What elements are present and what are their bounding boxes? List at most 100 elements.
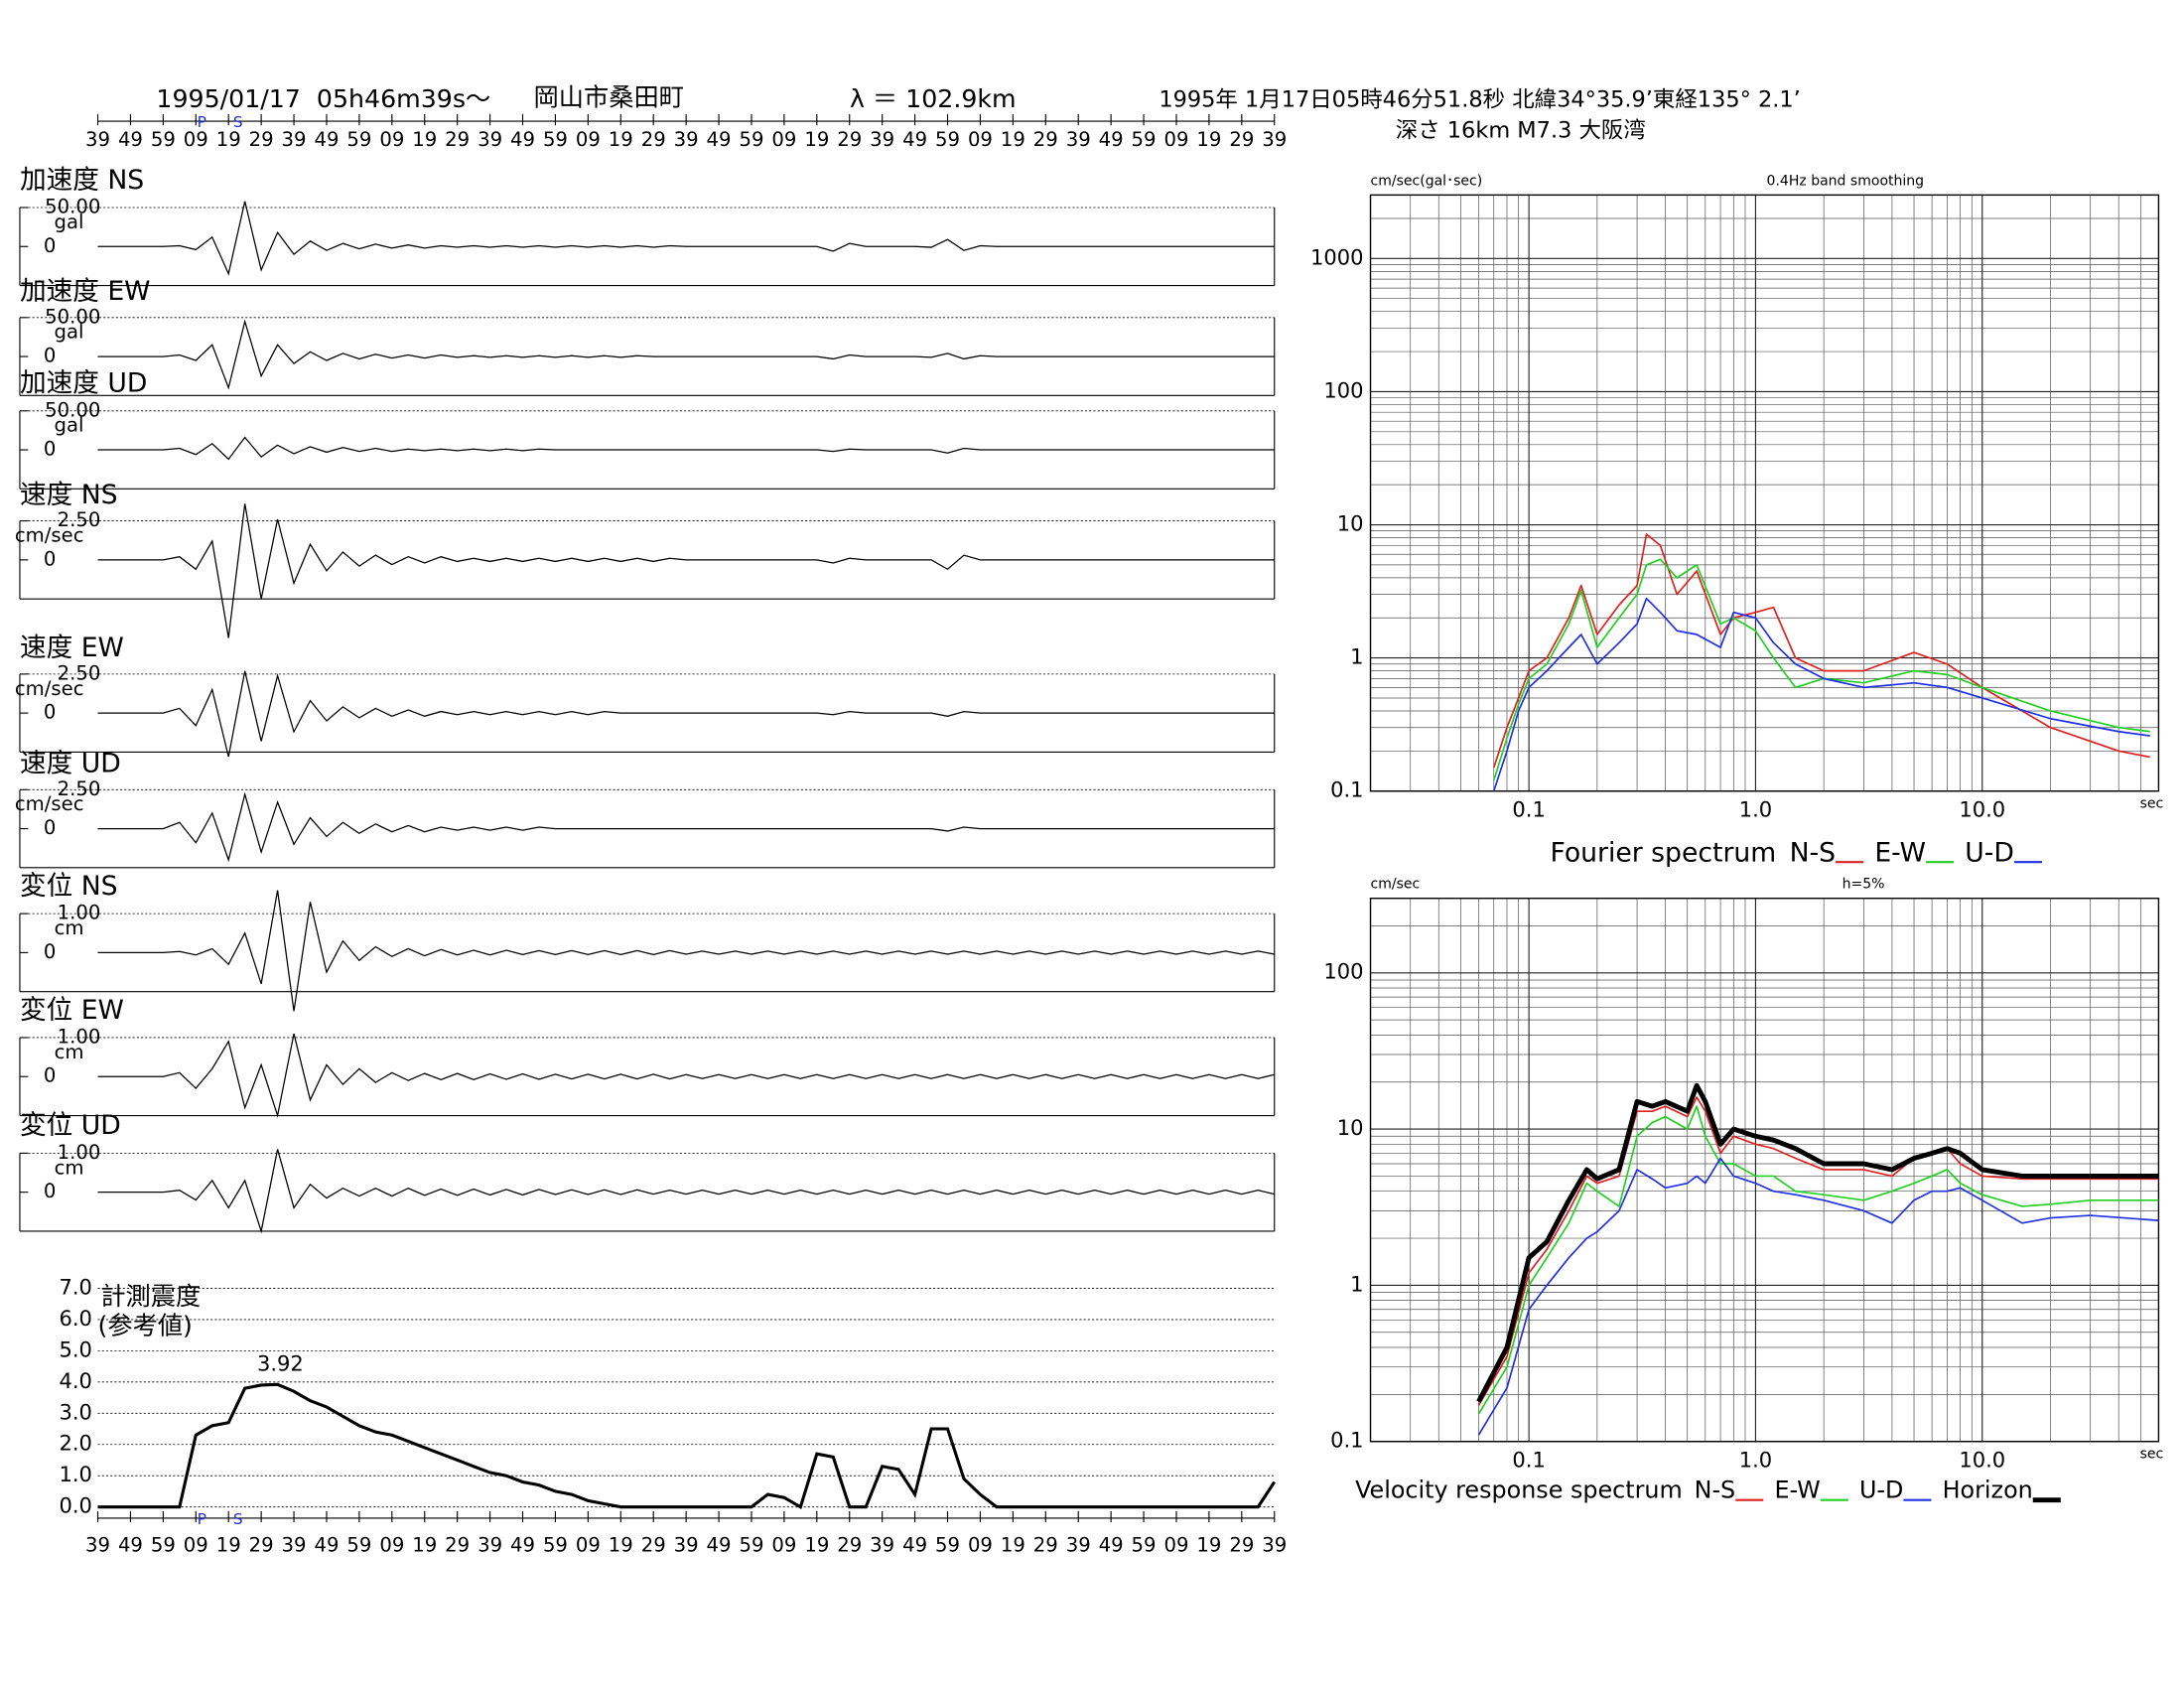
y-tick-label: 0 xyxy=(44,234,56,257)
time-tick-label: 09 xyxy=(379,1533,404,1556)
time-tick-label: 39 xyxy=(1066,1533,1091,1556)
time-tick-label: 09 xyxy=(184,1533,208,1556)
y-tick-label: 2.0 xyxy=(59,1431,91,1456)
time-tick-label: 29 xyxy=(445,1533,470,1556)
phase-marker: S xyxy=(233,1510,243,1528)
y-tick-label: 0 xyxy=(44,1064,56,1087)
time-tick-label: 39 xyxy=(478,1533,502,1556)
time-tick-label: 29 xyxy=(837,1533,862,1556)
phase-marker: P xyxy=(198,1510,206,1528)
time-tick-label: 29 xyxy=(249,128,274,151)
y-axis-label: cm/sec xyxy=(1371,877,1421,893)
time-tick-label: 49 xyxy=(314,1533,339,1556)
panel-unit: cm xyxy=(55,916,84,939)
chart-title: 0.4Hz band smoothing xyxy=(1767,173,1925,189)
time-tick-label: 59 xyxy=(543,128,568,151)
y-tick-label: 50.00 xyxy=(45,305,100,328)
time-tick-label: 09 xyxy=(771,128,796,151)
time-tick-label: 59 xyxy=(935,1533,960,1556)
x-tick-label: 0.1 xyxy=(1512,1447,1545,1472)
time-tick-label: 19 xyxy=(412,128,437,151)
time-tick-label: 39 xyxy=(674,128,699,151)
y-tick-label: 4.0 xyxy=(59,1368,91,1393)
waveform-trace xyxy=(97,890,1275,1012)
time-tick-label: 09 xyxy=(1163,1533,1188,1556)
time-tick-label: 09 xyxy=(968,128,993,151)
time-tick-label: 39 xyxy=(282,128,307,151)
phase-marker: S xyxy=(233,113,243,131)
y-tick-label: 0.0 xyxy=(59,1493,91,1518)
time-tick-label: 49 xyxy=(1099,128,1124,151)
panel-unit: cm/sec xyxy=(15,792,84,815)
time-tick-label: 49 xyxy=(1099,1533,1124,1556)
time-tick-label: 49 xyxy=(510,128,535,151)
y-tick-label: 5.0 xyxy=(59,1336,91,1361)
time-tick-label: 59 xyxy=(346,128,371,151)
y-tick-label: 0 xyxy=(44,701,56,724)
spectrum-line xyxy=(1477,1157,2159,1436)
time-tick-label: 59 xyxy=(543,1533,568,1556)
time-tick-label: 39 xyxy=(85,128,110,151)
waveform-trace xyxy=(97,1033,1275,1119)
time-tick-label: 29 xyxy=(1229,128,1254,151)
panel-title: 加速度 NS xyxy=(20,165,144,196)
spectrum-line xyxy=(1476,1082,2159,1403)
panel-unit: gal xyxy=(55,414,84,437)
panel-title: 速度 EW xyxy=(20,633,124,663)
time-tick-label: 19 xyxy=(1001,1533,1025,1556)
time-tick-label: 49 xyxy=(707,1533,732,1556)
time-tick-label: 39 xyxy=(1262,128,1287,151)
time-tick-label: 19 xyxy=(1196,128,1221,151)
time-tick-label: 19 xyxy=(804,1533,829,1556)
time-tick-label: 19 xyxy=(216,1533,241,1556)
x-tick-label: 10.0 xyxy=(1959,1447,2005,1472)
date-time: 1995/01/17 05h46m39s～ xyxy=(156,84,490,113)
time-tick-label: 29 xyxy=(837,128,862,151)
x-axis-label: sec xyxy=(2140,1446,2164,1462)
y-tick-label: 0 xyxy=(44,438,56,461)
legend-label: N-S xyxy=(1790,837,1836,868)
time-tick-label: 39 xyxy=(1066,128,1091,151)
panel-unit: cm xyxy=(55,1041,84,1063)
waveform-trace xyxy=(97,319,1275,390)
time-tick-label: 09 xyxy=(1163,128,1188,151)
plot-frame xyxy=(1369,898,2160,1443)
time-tick-label: 59 xyxy=(346,1533,371,1556)
time-tick-label: 29 xyxy=(1033,128,1058,151)
time-tick-label: 59 xyxy=(1132,1533,1157,1556)
depth: 深さ 16km M7.3 大阪湾 xyxy=(1396,117,1646,143)
time-tick-label: 09 xyxy=(576,128,601,151)
y-tick-label: 3.0 xyxy=(59,1399,91,1424)
legend-title: Fourier spectrum xyxy=(1550,837,1776,868)
y-tick-label: 1.00 xyxy=(58,1141,101,1164)
y-tick-label: 100 xyxy=(1323,959,1363,984)
time-tick-label: 49 xyxy=(707,128,732,151)
spectrum-line xyxy=(1477,1096,2159,1406)
intensity-line xyxy=(97,1382,1277,1509)
x-tick-label: 1.0 xyxy=(1739,796,1772,821)
time-tick-label: 19 xyxy=(412,1533,437,1556)
chart-title: 計測震度 xyxy=(100,1282,201,1311)
y-tick-label: 2.50 xyxy=(58,777,101,800)
time-tick-label: 59 xyxy=(151,1533,176,1556)
time-tick-label: 59 xyxy=(739,128,763,151)
time-tick-label: 39 xyxy=(282,1533,307,1556)
waveform-trace xyxy=(97,791,1275,863)
phase-marker: P xyxy=(198,113,206,131)
time-tick-label: 09 xyxy=(576,1533,601,1556)
y-tick-label: 10 xyxy=(1337,1115,1364,1140)
y-tick-label: 50.00 xyxy=(45,195,100,217)
time-tick-label: 29 xyxy=(445,128,470,151)
panel-title: 変位 NS xyxy=(20,871,118,902)
time-tick-label: 19 xyxy=(804,128,829,151)
waveform-trace xyxy=(97,1149,1275,1234)
time-tick-label: 19 xyxy=(609,128,633,151)
y-axis-label: cm/sec(gal･sec) xyxy=(1371,173,1483,189)
time-tick-label: 29 xyxy=(249,1533,274,1556)
chart-subtitle: (参考値) xyxy=(98,1312,193,1340)
x-axis-label: sec xyxy=(2140,795,2164,811)
time-tick-label: 19 xyxy=(1001,128,1025,151)
time-tick-label: 29 xyxy=(641,1533,666,1556)
panel-unit: cm xyxy=(55,1156,84,1179)
